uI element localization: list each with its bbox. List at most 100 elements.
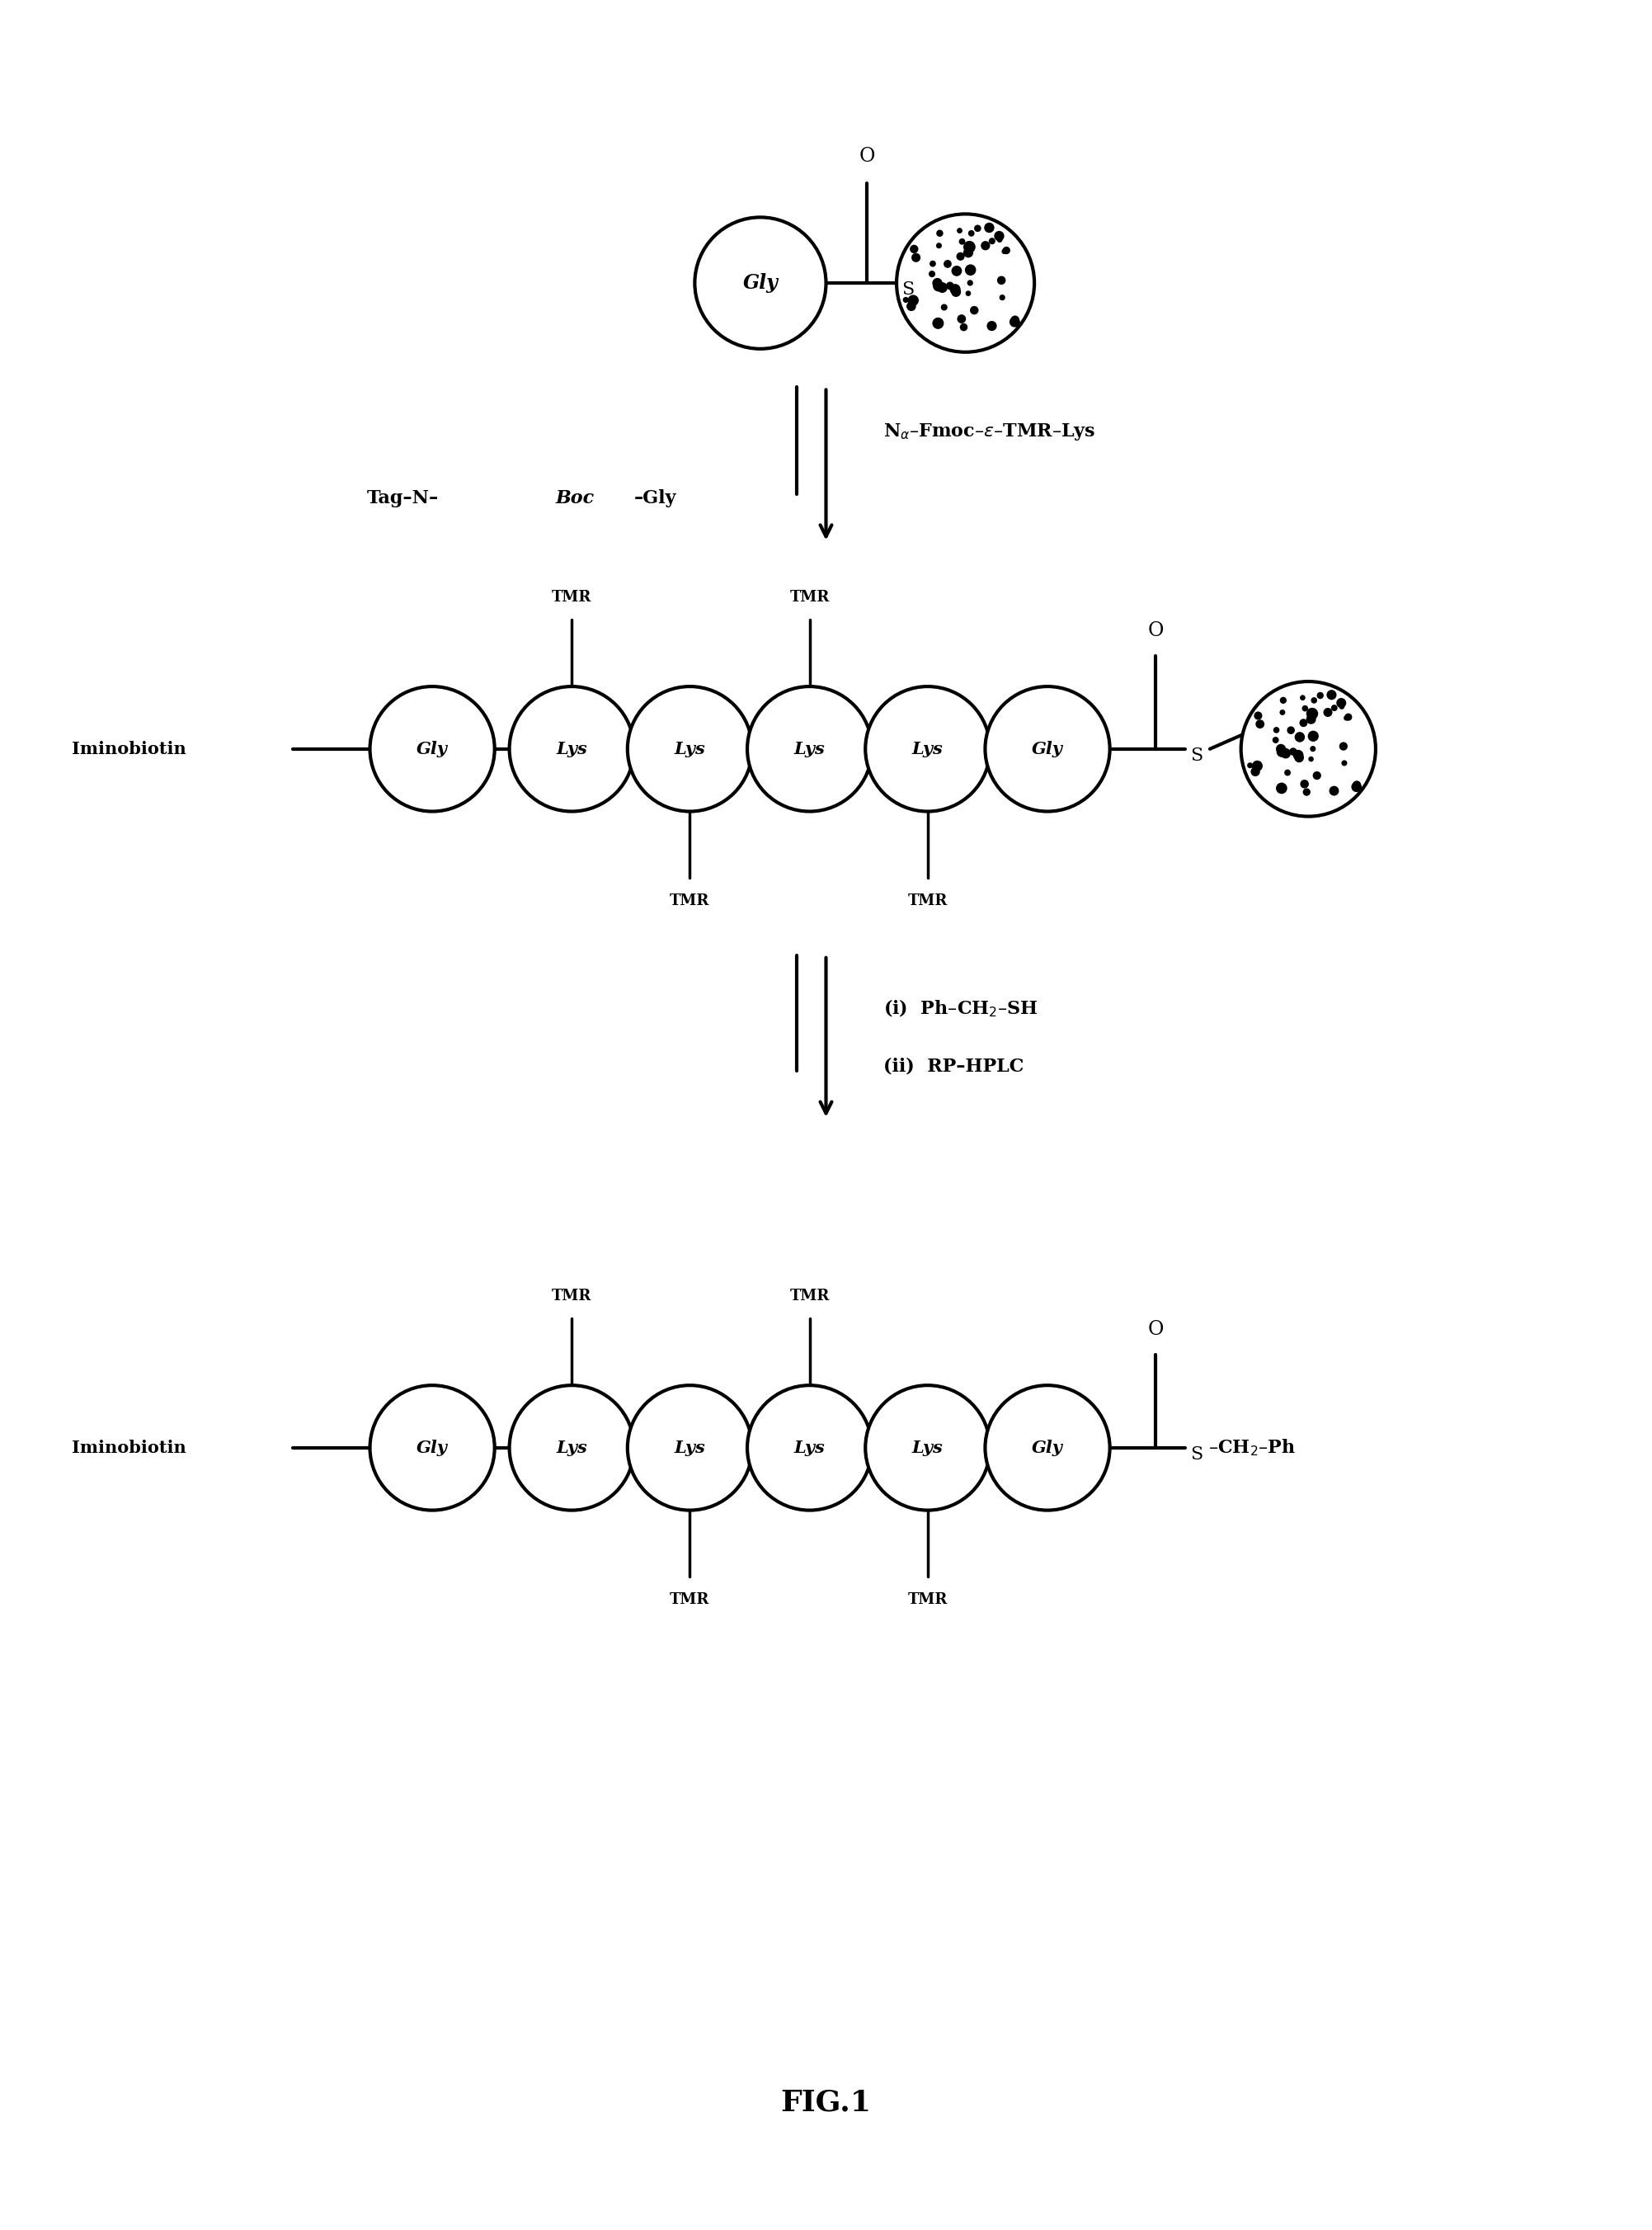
Ellipse shape — [1256, 720, 1264, 729]
Ellipse shape — [943, 261, 952, 268]
Ellipse shape — [1252, 760, 1262, 772]
Ellipse shape — [910, 245, 919, 254]
Ellipse shape — [930, 261, 937, 268]
Ellipse shape — [897, 214, 1034, 352]
Ellipse shape — [628, 687, 752, 812]
Text: Lys: Lys — [557, 740, 586, 758]
Text: Gly: Gly — [416, 740, 448, 758]
Ellipse shape — [952, 288, 961, 297]
Ellipse shape — [985, 687, 1110, 812]
Ellipse shape — [907, 294, 919, 306]
Text: O: O — [1148, 1320, 1163, 1338]
Ellipse shape — [970, 306, 978, 314]
Text: Lys: Lys — [557, 1441, 586, 1456]
Text: –CH$_2$–Ph: –CH$_2$–Ph — [1208, 1438, 1295, 1458]
Ellipse shape — [1275, 745, 1285, 754]
Ellipse shape — [747, 1385, 872, 1510]
Ellipse shape — [963, 241, 976, 252]
Text: Lys: Lys — [795, 1441, 824, 1456]
Ellipse shape — [1277, 747, 1287, 758]
Ellipse shape — [932, 279, 942, 288]
Ellipse shape — [866, 687, 990, 812]
Ellipse shape — [1247, 763, 1252, 769]
Ellipse shape — [1330, 785, 1340, 796]
Ellipse shape — [950, 283, 960, 294]
Text: Lys: Lys — [912, 740, 943, 758]
Ellipse shape — [988, 239, 996, 245]
Ellipse shape — [965, 265, 976, 277]
Text: (ii)  RP–HPLC: (ii) RP–HPLC — [884, 1057, 1024, 1075]
Ellipse shape — [985, 223, 995, 232]
Ellipse shape — [1272, 736, 1279, 743]
Ellipse shape — [1307, 707, 1318, 720]
Ellipse shape — [1317, 691, 1323, 698]
Ellipse shape — [912, 252, 920, 263]
Ellipse shape — [509, 1385, 634, 1510]
Ellipse shape — [907, 301, 917, 310]
Ellipse shape — [1353, 780, 1361, 789]
Ellipse shape — [1274, 727, 1280, 734]
Ellipse shape — [1308, 731, 1318, 743]
Ellipse shape — [695, 216, 826, 348]
Ellipse shape — [1343, 716, 1350, 720]
Ellipse shape — [960, 323, 968, 330]
Ellipse shape — [1289, 747, 1297, 756]
Ellipse shape — [370, 1385, 494, 1510]
Text: S: S — [902, 281, 914, 299]
Ellipse shape — [957, 314, 966, 323]
Ellipse shape — [1327, 689, 1336, 700]
Ellipse shape — [1332, 705, 1338, 711]
Text: Gly: Gly — [416, 1441, 448, 1456]
Text: FIG.1: FIG.1 — [781, 2087, 871, 2116]
Text: TMR: TMR — [552, 1289, 591, 1302]
Text: Gly: Gly — [743, 272, 778, 292]
Text: Lys: Lys — [674, 1441, 705, 1456]
Text: TMR: TMR — [907, 894, 948, 908]
Ellipse shape — [370, 687, 494, 812]
Text: TMR: TMR — [552, 589, 591, 604]
Ellipse shape — [1341, 760, 1348, 765]
Ellipse shape — [968, 230, 975, 236]
Ellipse shape — [1340, 705, 1345, 709]
Text: S: S — [1191, 747, 1203, 765]
Text: O: O — [1148, 622, 1163, 640]
Text: TMR: TMR — [669, 894, 710, 908]
Ellipse shape — [963, 248, 973, 259]
Ellipse shape — [628, 1385, 752, 1510]
Ellipse shape — [1280, 747, 1290, 758]
Ellipse shape — [947, 281, 953, 290]
Text: N$_\alpha$–Fmoc–$\varepsilon$–TMR–Lys: N$_\alpha$–Fmoc–$\varepsilon$–TMR–Lys — [884, 421, 1095, 442]
Ellipse shape — [1336, 698, 1346, 707]
Ellipse shape — [966, 281, 973, 285]
Text: Gly: Gly — [1032, 1441, 1064, 1456]
Ellipse shape — [965, 290, 971, 297]
Ellipse shape — [1300, 718, 1307, 727]
Ellipse shape — [937, 230, 943, 236]
Ellipse shape — [1313, 772, 1322, 780]
Ellipse shape — [1312, 698, 1317, 702]
Ellipse shape — [1280, 698, 1287, 705]
Ellipse shape — [928, 270, 935, 277]
Ellipse shape — [1351, 783, 1361, 792]
Ellipse shape — [957, 252, 965, 261]
Text: –Gly: –Gly — [634, 488, 677, 506]
Ellipse shape — [1287, 727, 1295, 734]
Text: Lys: Lys — [912, 1441, 943, 1456]
Ellipse shape — [985, 1385, 1110, 1510]
Ellipse shape — [1003, 248, 1011, 254]
Ellipse shape — [1300, 696, 1305, 700]
Ellipse shape — [1294, 754, 1303, 763]
Ellipse shape — [1241, 682, 1376, 816]
Ellipse shape — [996, 236, 1003, 243]
Ellipse shape — [958, 239, 965, 245]
Ellipse shape — [942, 303, 948, 310]
Ellipse shape — [1303, 787, 1310, 796]
Ellipse shape — [998, 277, 1006, 285]
Text: TMR: TMR — [669, 1592, 710, 1608]
Text: Gly: Gly — [1032, 740, 1064, 758]
Ellipse shape — [1251, 767, 1260, 776]
Text: Lys: Lys — [795, 740, 824, 758]
Text: Iminobiotin: Iminobiotin — [71, 740, 185, 758]
Ellipse shape — [952, 265, 961, 277]
Ellipse shape — [1310, 745, 1315, 752]
